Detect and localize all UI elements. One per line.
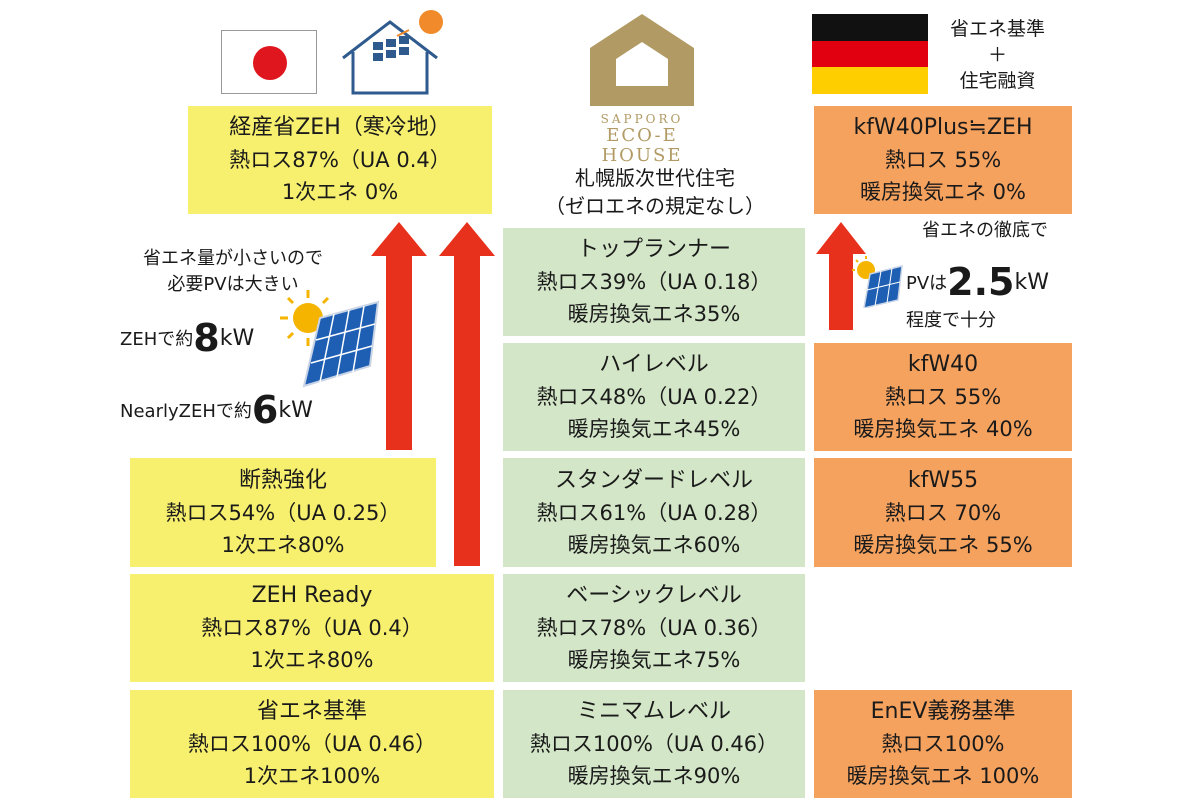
sapporo-caption-line2: （ゼロエネの規定なし） — [545, 194, 765, 218]
sapporo-logo-line3: HOUSE — [601, 145, 683, 166]
sapporo-logo-line2: ECO-E — [606, 125, 678, 146]
zeh-pv-unit: kW — [219, 326, 255, 351]
sapporo-high-heatloss: 熱ロス48%（UA 0.22） — [536, 385, 772, 409]
germany-kfw40-energy: 暖房換気エネ 40% — [853, 417, 1033, 441]
nearly-zeh-pv-unit: kW — [278, 398, 313, 423]
sapporo-caption-line1: 札幌版次世代住宅 — [575, 166, 735, 190]
sapporo-standard-title: スタンダードレベル — [554, 467, 753, 493]
sapporo-basic-energy: 暖房換気エネ75% — [567, 648, 741, 672]
sapporo-basic-heatloss: 熱ロス78%（UA 0.36） — [536, 616, 772, 640]
solar-house-icon — [342, 10, 443, 95]
japan-zeh-ready-energy: 1次エネ80% — [250, 648, 374, 672]
sapporo-high-energy: 暖房換気エネ45% — [567, 417, 741, 441]
japan-zeh-cold-title: 経産省ZEH（寒冷地） — [229, 115, 451, 140]
sapporo-basic-title: ベーシックレベル — [566, 583, 742, 608]
germany-enev-title: EnEV義務基準 — [870, 699, 1016, 724]
germany-pv-value: 2.5 — [947, 260, 1015, 304]
japan-pv-note-line1: 省エネ量が小さいので — [143, 248, 323, 269]
japan-insulation-box: 断熱強化 熱ロス54%（UA 0.25） 1次エネ80% — [130, 458, 436, 567]
germany-note-bottom: 程度で十分 — [906, 310, 996, 331]
japan-zeh-cold-energy: 1次エネ 0% — [281, 180, 399, 204]
sapporo-top-runner-heatloss: 熱ロス39%（UA 0.18） — [536, 270, 772, 294]
nearly-zeh-pv-size: NearlyZEHで約6kW — [120, 390, 313, 430]
japan-pv-note: 省エネ量が小さいので 必要PVは大きい — [108, 246, 358, 298]
germany-caption-line3: 住宅融資 — [959, 70, 1036, 92]
sapporo-caption: 札幌版次世代住宅 （ゼロエネの規定なし） — [500, 164, 810, 220]
sapporo-standard-box: スタンダードレベル 熱ロス61%（UA 0.28） 暖房換気エネ60% — [503, 458, 805, 567]
upgrade-arrow-right — [439, 222, 495, 566]
upgrade-arrow-left — [371, 222, 427, 450]
germany-kfw40plus-heatloss: 熱ロス 55% — [884, 148, 1002, 172]
germany-kfw40plus-energy: 暖房換気エネ 0% — [860, 180, 1026, 204]
sapporo-minimum-box: ミニマムレベル 熱ロス100%（UA 0.46） 暖房換気エネ90% — [503, 690, 805, 798]
zeh-pv-value: 8 — [193, 316, 220, 360]
japan-standard-title: 省エネ基準 — [256, 699, 367, 724]
germany-kfw40-title: kfW40 — [907, 352, 979, 377]
japan-pv-note-line2: 必要PVは大きい — [167, 274, 299, 295]
sapporo-high-title: ハイレベル — [599, 352, 709, 377]
germany-caption-line2: ＋ — [987, 44, 1007, 66]
germany-kfw55-energy: 暖房換気エネ 55% — [853, 532, 1033, 557]
germany-kfw40-heatloss: 熱ロス 55% — [884, 385, 1002, 409]
japan-insulation-heatloss: 熱ロス54%（UA 0.25） — [165, 500, 401, 525]
sapporo-basic-box: ベーシックレベル 熱ロス78%（UA 0.36） 暖房換気エネ75% — [503, 574, 805, 682]
upgrade-arrow-germany — [816, 222, 866, 330]
japan-zeh-ready-title: ZEH Ready — [251, 583, 373, 608]
germany-pv-prefix: PVは — [906, 273, 948, 294]
nearly-zeh-pv-value: 6 — [251, 388, 279, 432]
japan-zeh-cold-heatloss: 熱ロス87%（UA 0.4） — [229, 148, 451, 172]
japan-flag-icon — [221, 30, 317, 94]
japan-zeh-ready-heatloss: 熱ロス87%（UA 0.4） — [201, 616, 423, 640]
germany-caption: 省エネ基準 ＋ 住宅融資 — [935, 16, 1060, 94]
japan-standard-box: 省エネ基準 熱ロス100%（UA 0.46） 1次エネ100% — [130, 690, 494, 798]
japan-standard-energy: 1次エネ100% — [243, 764, 381, 788]
germany-enev-heatloss: 熱ロス100% — [881, 732, 1005, 756]
germany-pv-unit: kW — [1014, 270, 1050, 295]
germany-note-top: 省エネの徹底で — [922, 220, 1048, 241]
sapporo-minimum-title: ミニマムレベル — [576, 699, 731, 724]
germany-pv-size: PVは2.5kW — [906, 262, 1049, 302]
sapporo-logo-line1: SAPPORO — [600, 112, 684, 126]
japan-standard-heatloss: 熱ロス100%（UA 0.46） — [187, 732, 437, 756]
germany-kfw55-heatloss: 熱ロス 70% — [884, 500, 1002, 525]
zeh-pv-prefix: ZEHで約 — [120, 329, 194, 350]
germany-enev-energy: 暖房換気エネ 100% — [846, 764, 1040, 788]
germany-kfw40plus-box: kfW40Plus≒ZEH 熱ロス 55% 暖房換気エネ 0% — [814, 106, 1072, 214]
japan-zeh-ready-box: ZEH Ready 熱ロス87%（UA 0.4） 1次エネ80% — [130, 574, 494, 682]
germany-caption-line1: 省エネ基準 — [949, 18, 1045, 40]
sapporo-minimum-heatloss: 熱ロス100%（UA 0.46） — [529, 732, 779, 756]
solar-panel-sun-icon — [280, 290, 380, 388]
japan-insulation-title: 断熱強化 — [238, 467, 327, 493]
japan-zeh-cold-box: 経産省ZEH（寒冷地） 熱ロス87%（UA 0.4） 1次エネ 0% — [188, 106, 492, 214]
germany-kfw55-box: kfW55 熱ロス 70% 暖房換気エネ 55% — [814, 458, 1072, 567]
sapporo-standard-heatloss: 熱ロス61%（UA 0.28） — [536, 500, 772, 525]
sapporo-top-runner-title: トップランナー — [576, 237, 731, 262]
sapporo-top-runner-energy: 暖房換気エネ35% — [567, 302, 741, 326]
germany-enev-box: EnEV義務基準 熱ロス100% 暖房換気エネ 100% — [814, 690, 1072, 798]
sapporo-high-box: ハイレベル 熱ロス48%（UA 0.22） 暖房換気エネ45% — [503, 343, 805, 451]
japan-insulation-energy: 1次エネ80% — [221, 532, 345, 557]
sapporo-minimum-energy: 暖房換気エネ90% — [567, 764, 741, 788]
germany-kfw55-title: kfW55 — [907, 467, 979, 493]
germany-kfw40-box: kfW40 熱ロス 55% 暖房換気エネ 40% — [814, 343, 1072, 451]
sapporo-house-logo-icon — [590, 14, 694, 106]
sapporo-eco-house-logo: SAPPORO ECO-E HOUSE — [590, 14, 694, 166]
small-solar-panel-sun-icon — [852, 256, 903, 308]
sapporo-top-runner-box: トップランナー 熱ロス39%（UA 0.18） 暖房換気エネ35% — [503, 228, 805, 336]
germany-flag-icon — [812, 14, 928, 94]
germany-kfw40plus-title: kfW40Plus≒ZEH — [853, 115, 1033, 140]
nearly-zeh-pv-prefix: NearlyZEHで約 — [120, 401, 252, 422]
sapporo-standard-energy: 暖房換気エネ60% — [567, 532, 741, 557]
zeh-pv-size: ZEHで約8kW — [120, 318, 254, 358]
